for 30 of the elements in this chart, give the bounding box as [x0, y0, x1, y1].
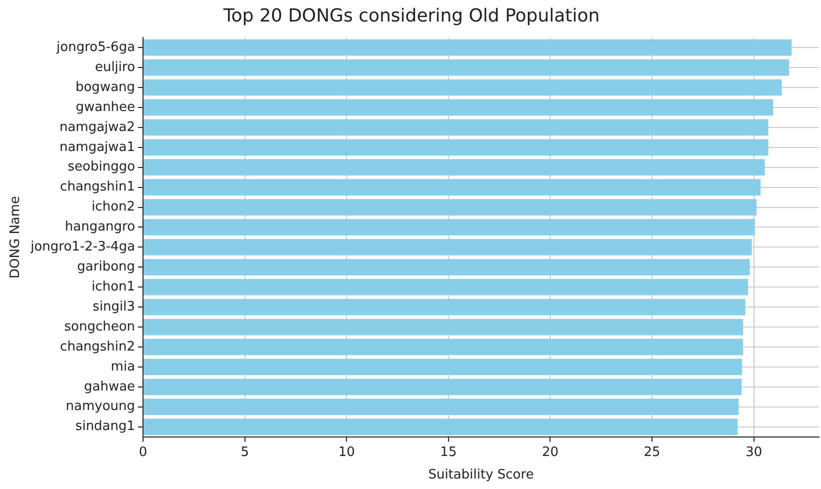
- y-tick-label: singil3: [92, 299, 136, 314]
- x-tick-label: 30: [746, 444, 762, 460]
- y-tick-label: hangangro: [64, 220, 136, 235]
- y-tick-label: seobinggo: [68, 160, 136, 175]
- y-tick-label: namyoung: [66, 399, 136, 414]
- y-tick-label: changshin1: [60, 180, 136, 195]
- y-tick-label: gahwae: [84, 379, 136, 394]
- y-tick-label: gwanhee: [76, 100, 136, 115]
- x-tick-label: 5: [240, 444, 249, 460]
- y-tick-label: bogwang: [75, 80, 136, 95]
- y-tick-label: namgajwa1: [59, 140, 136, 155]
- x-tick-label: 25: [644, 444, 660, 460]
- y-tick-label: jongro5-6ga: [56, 40, 136, 55]
- x-axis-title: Suitability Score: [428, 468, 534, 483]
- y-tick-label: jongro1-2-3-4ga: [30, 240, 136, 255]
- x-tick-label: 15: [440, 444, 457, 460]
- x-tick-label: 10: [338, 444, 355, 460]
- y-tick-label: changshin2: [60, 339, 136, 354]
- y-tick-label: sindang1: [75, 419, 136, 434]
- y-axis-title: DONG Name: [8, 196, 24, 278]
- x-tick-label: 0: [138, 444, 148, 460]
- y-tick-label: mia: [110, 359, 136, 374]
- y-tick-label: ichon2: [92, 200, 136, 215]
- y-tick-label: songcheon: [64, 319, 136, 334]
- chart-title: Top 20 DONGs considering Old Population: [222, 5, 600, 26]
- y-tick-label: ichon1: [92, 279, 136, 294]
- y-tick-label: garibong: [77, 260, 136, 275]
- x-tick-label: 20: [542, 444, 559, 460]
- y-tick-label: euljiro: [94, 60, 136, 75]
- y-tick-label: namgajwa2: [59, 120, 136, 135]
